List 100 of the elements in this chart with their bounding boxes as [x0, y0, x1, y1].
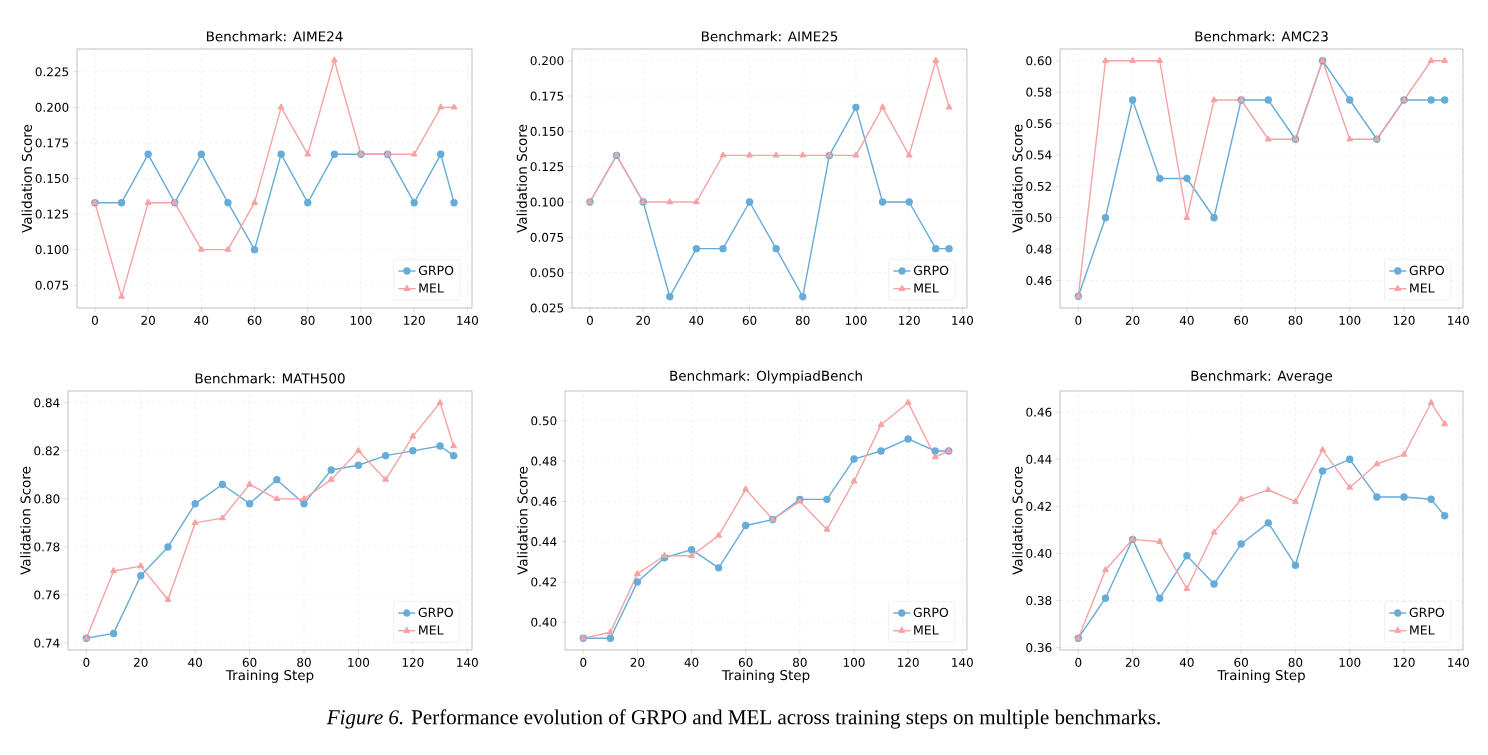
- x-tick-label: 0: [586, 315, 593, 325]
- x-tick-label: 40: [684, 657, 699, 667]
- x-tick-label: 80: [795, 315, 810, 325]
- x-axis-title: Training Step: [225, 669, 314, 683]
- chart-title: Benchmark: AMC23: [1195, 31, 1328, 42]
- x-tick-label: 60: [742, 315, 757, 325]
- x-tick-label: 0: [1075, 657, 1082, 667]
- y-tick-label: 0.175: [530, 91, 564, 101]
- x-tick-label: 60: [1234, 315, 1248, 325]
- y-tick-label: 0.76: [34, 590, 60, 600]
- legend-label: MEL: [914, 625, 939, 635]
- y-tick-label: 0.50: [1026, 213, 1052, 223]
- x-tick-label: 80: [297, 657, 311, 667]
- y-tick-label: 0.82: [34, 446, 59, 456]
- y-tick-label: 0.58: [1026, 87, 1052, 97]
- x-tick-label: 120: [1393, 657, 1415, 667]
- x-tick-label: 80: [1288, 315, 1303, 325]
- y-tick-label: 0.025: [530, 303, 564, 313]
- y-tick-label: 0.100: [35, 245, 69, 255]
- x-tick-label: 20: [134, 657, 148, 667]
- x-tick-label: 40: [689, 315, 704, 325]
- x-tick-label: 140: [457, 315, 478, 325]
- x-tick-label: 40: [194, 315, 209, 325]
- y-tick-label: 0.40: [531, 617, 557, 627]
- x-tick-label: 0: [1075, 315, 1082, 325]
- x-axis-title: Training Step: [721, 669, 810, 683]
- y-tick-label: 0.80: [34, 494, 60, 504]
- x-tick-label: 60: [247, 315, 262, 325]
- x-axis-title: Training Step: [1217, 669, 1305, 683]
- x-tick-label: 20: [636, 315, 650, 325]
- legend-label: MEL: [419, 283, 444, 293]
- y-tick-label: 0.42: [531, 577, 556, 587]
- y-tick-label: 0.46: [1026, 275, 1052, 286]
- x-tick-label: 120: [1393, 315, 1415, 325]
- x-tick-label: 100: [845, 315, 867, 325]
- x-tick-label: 140: [1448, 657, 1469, 667]
- legend-label: MEL: [1410, 625, 1435, 635]
- y-tick-label: 0.075: [530, 232, 564, 242]
- y-tick-label: 0.175: [35, 138, 69, 148]
- y-tick-label: 0.200: [35, 102, 69, 112]
- y-tick-label: 0.48: [1026, 244, 1052, 254]
- y-tick-label: 0.200: [530, 56, 564, 66]
- x-tick-label: 40: [1179, 657, 1194, 667]
- y-axis-title: Validation Score: [1012, 124, 1023, 233]
- y-tick-label: 0.52: [1026, 181, 1051, 191]
- x-tick-label: 20: [1125, 657, 1140, 667]
- x-tick-label: 140: [952, 315, 973, 325]
- x-tick-label: 20: [141, 315, 155, 325]
- y-tick-label: 0.44: [1026, 454, 1052, 464]
- chart-title: Benchmark: Average: [1191, 370, 1333, 384]
- y-tick-label: 0.60: [1026, 56, 1052, 66]
- x-tick-label: 0: [580, 657, 587, 667]
- legend-label: GRPO: [913, 265, 949, 276]
- y-tick-label: 0.46: [1026, 407, 1052, 417]
- x-tick-label: 60: [738, 657, 753, 667]
- legend-label: GRPO: [1409, 607, 1445, 618]
- x-tick-label: 120: [899, 315, 920, 325]
- x-tick-label: 100: [1339, 657, 1361, 667]
- y-tick-label: 0.075: [35, 280, 69, 290]
- y-axis-title: Validation Score: [516, 124, 527, 233]
- chart-title: Benchmark: OlympiadBench: [670, 370, 862, 384]
- y-tick-label: 0.36: [1026, 643, 1052, 653]
- chart-title: Benchmark: MATH500: [195, 373, 345, 384]
- y-tick-label: 0.54: [1026, 150, 1052, 160]
- y-tick-label: 0.50: [531, 416, 557, 426]
- y-axis-title: Validation Score: [1012, 466, 1023, 575]
- y-tick-label: 0.84: [34, 398, 60, 408]
- y-axis-title: Validation Score: [20, 466, 31, 575]
- y-tick-label: 0.46: [531, 496, 557, 506]
- text: Figure 6. Performance evolution of GRPO and MEL across training steps on multiple benchmarks.: [326, 709, 1160, 729]
- y-tick-label: 0.100: [530, 197, 564, 207]
- y-tick-label: 0.050: [530, 268, 564, 278]
- legend-label: GRPO: [913, 607, 949, 618]
- y-axis-title: Validation Score: [517, 466, 528, 575]
- x-tick-label: 20: [630, 657, 645, 667]
- x-tick-label: 0: [83, 657, 90, 667]
- x-tick-label: 100: [843, 657, 865, 667]
- chart-title: Benchmark: AIME25: [701, 31, 838, 42]
- x-tick-label: 100: [1339, 315, 1361, 325]
- x-tick-label: 100: [350, 315, 372, 325]
- y-tick-label: 0.74: [34, 638, 60, 648]
- legend-label: MEL: [914, 283, 939, 293]
- y-tick-label: 0.42: [1026, 501, 1051, 511]
- x-tick-label: 100: [348, 657, 370, 667]
- x-tick-label: 60: [242, 657, 257, 667]
- y-tick-label: 0.56: [1026, 119, 1052, 129]
- x-tick-label: 140: [1448, 315, 1469, 325]
- y-tick-label: 0.125: [35, 209, 69, 219]
- x-tick-label: 40: [188, 657, 203, 667]
- legend-label: GRPO: [418, 265, 454, 276]
- y-tick-label: 0.38: [1026, 596, 1052, 606]
- x-tick-label: 120: [404, 315, 425, 325]
- x-tick-label: 140: [952, 657, 973, 667]
- y-tick-label: 0.40: [1026, 548, 1052, 558]
- x-tick-label: 0: [91, 315, 98, 325]
- legend-label: GRPO: [1409, 265, 1445, 276]
- x-tick-label: 40: [1179, 315, 1194, 325]
- y-tick-label: 0.44: [531, 537, 557, 547]
- chart-title: Benchmark: AIME24: [206, 31, 343, 42]
- legend-label: MEL: [1410, 283, 1435, 293]
